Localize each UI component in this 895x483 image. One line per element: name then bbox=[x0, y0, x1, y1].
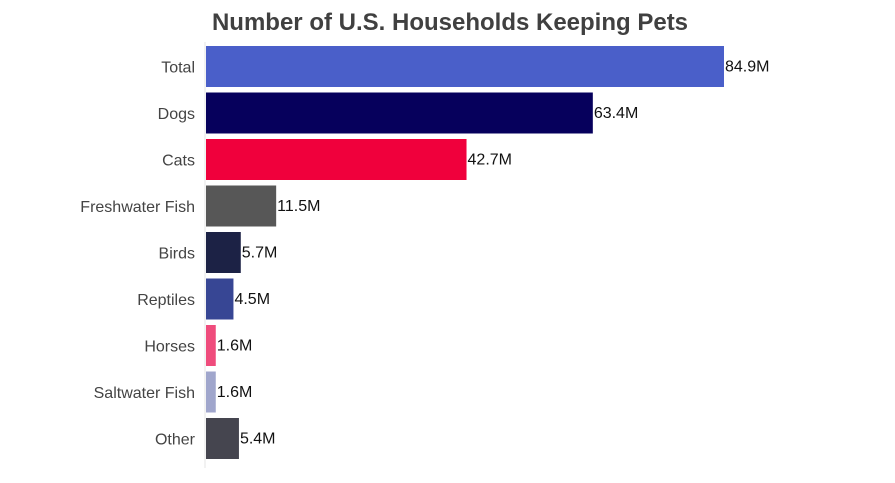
bar-freshwater-fish bbox=[206, 185, 277, 227]
data-label: 5.4M bbox=[240, 431, 276, 448]
chart-title: Number of U.S. Households Keeping Pets bbox=[211, 9, 689, 36]
bar-dogs bbox=[206, 92, 593, 134]
category-label: Other bbox=[155, 432, 196, 449]
bar-total bbox=[206, 46, 724, 87]
data-label: 63.4M bbox=[594, 105, 638, 122]
bar-saltwater-fish bbox=[206, 371, 216, 413]
data-label: 1.6M bbox=[217, 384, 253, 401]
data-label: 11.5M bbox=[277, 198, 320, 215]
category-label: Horses bbox=[144, 339, 195, 356]
data-label: 1.6M bbox=[217, 338, 253, 355]
bar-other bbox=[206, 418, 239, 459]
bar-reptiles bbox=[206, 278, 234, 320]
category-label: Freshwater Fish bbox=[80, 199, 195, 216]
category-label: Total bbox=[161, 60, 195, 77]
bar-horses bbox=[206, 325, 216, 366]
category-label: Reptiles bbox=[137, 292, 195, 309]
category-label: Birds bbox=[159, 246, 195, 263]
data-label: 42.7M bbox=[468, 152, 512, 169]
data-label: 5.7M bbox=[242, 245, 278, 262]
data-label: 84.9M bbox=[725, 59, 769, 76]
category-label: Dogs bbox=[158, 106, 195, 123]
bar-birds bbox=[206, 232, 241, 273]
category-label: Saltwater Fish bbox=[94, 385, 195, 402]
bar-cats bbox=[206, 139, 467, 180]
data-label: 4.5M bbox=[234, 291, 270, 308]
category-label: Cats bbox=[162, 153, 195, 170]
